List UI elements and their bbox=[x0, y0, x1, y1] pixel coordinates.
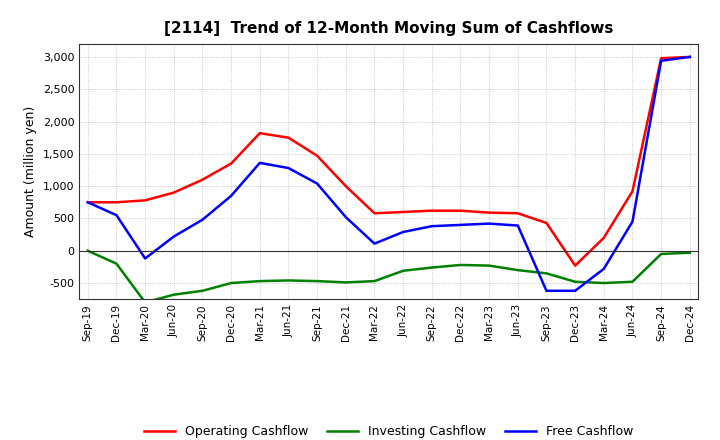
Investing Cashflow bbox=[256, 279, 264, 284]
Free Cashflow bbox=[284, 165, 293, 171]
Investing Cashflow bbox=[685, 250, 694, 255]
Free Cashflow bbox=[513, 223, 522, 228]
Investing Cashflow bbox=[600, 280, 608, 286]
Investing Cashflow bbox=[456, 262, 465, 268]
Free Cashflow bbox=[370, 241, 379, 246]
Free Cashflow bbox=[485, 221, 493, 226]
Investing Cashflow bbox=[84, 248, 92, 253]
Investing Cashflow bbox=[141, 300, 150, 305]
Investing Cashflow bbox=[542, 271, 551, 276]
Operating Cashflow bbox=[456, 208, 465, 213]
Investing Cashflow bbox=[485, 263, 493, 268]
Y-axis label: Amount (million yen): Amount (million yen) bbox=[24, 106, 37, 237]
Operating Cashflow bbox=[256, 131, 264, 136]
Operating Cashflow bbox=[169, 190, 178, 195]
Investing Cashflow bbox=[112, 261, 121, 266]
Investing Cashflow bbox=[284, 278, 293, 283]
Line: Free Cashflow: Free Cashflow bbox=[88, 57, 690, 291]
Line: Operating Cashflow: Operating Cashflow bbox=[88, 57, 690, 266]
Free Cashflow bbox=[685, 54, 694, 59]
Operating Cashflow bbox=[428, 208, 436, 213]
Operating Cashflow bbox=[685, 54, 694, 59]
Free Cashflow bbox=[112, 213, 121, 218]
Free Cashflow bbox=[141, 256, 150, 261]
Operating Cashflow bbox=[571, 263, 580, 268]
Operating Cashflow bbox=[112, 200, 121, 205]
Operating Cashflow bbox=[312, 153, 321, 158]
Line: Investing Cashflow: Investing Cashflow bbox=[88, 251, 690, 302]
Investing Cashflow bbox=[513, 268, 522, 273]
Title: [2114]  Trend of 12-Month Moving Sum of Cashflows: [2114] Trend of 12-Month Moving Sum of C… bbox=[164, 21, 613, 36]
Operating Cashflow bbox=[485, 210, 493, 215]
Free Cashflow bbox=[198, 217, 207, 222]
Operating Cashflow bbox=[227, 161, 235, 166]
Free Cashflow bbox=[657, 58, 665, 63]
Free Cashflow bbox=[84, 200, 92, 205]
Operating Cashflow bbox=[370, 211, 379, 216]
Free Cashflow bbox=[256, 160, 264, 165]
Operating Cashflow bbox=[600, 235, 608, 241]
Operating Cashflow bbox=[84, 200, 92, 205]
Operating Cashflow bbox=[628, 189, 636, 194]
Operating Cashflow bbox=[284, 135, 293, 140]
Free Cashflow bbox=[571, 288, 580, 293]
Free Cashflow bbox=[169, 234, 178, 239]
Investing Cashflow bbox=[399, 268, 408, 273]
Free Cashflow bbox=[600, 266, 608, 271]
Free Cashflow bbox=[628, 219, 636, 224]
Free Cashflow bbox=[456, 222, 465, 227]
Free Cashflow bbox=[341, 215, 350, 220]
Investing Cashflow bbox=[227, 280, 235, 286]
Investing Cashflow bbox=[169, 292, 178, 297]
Operating Cashflow bbox=[513, 211, 522, 216]
Free Cashflow bbox=[428, 224, 436, 229]
Operating Cashflow bbox=[341, 183, 350, 189]
Investing Cashflow bbox=[198, 288, 207, 293]
Investing Cashflow bbox=[628, 279, 636, 284]
Free Cashflow bbox=[312, 181, 321, 186]
Investing Cashflow bbox=[657, 251, 665, 257]
Free Cashflow bbox=[227, 193, 235, 198]
Free Cashflow bbox=[399, 229, 408, 235]
Investing Cashflow bbox=[428, 265, 436, 270]
Free Cashflow bbox=[542, 288, 551, 293]
Operating Cashflow bbox=[657, 55, 665, 61]
Investing Cashflow bbox=[370, 279, 379, 284]
Operating Cashflow bbox=[141, 198, 150, 203]
Investing Cashflow bbox=[341, 280, 350, 285]
Operating Cashflow bbox=[399, 209, 408, 215]
Legend: Operating Cashflow, Investing Cashflow, Free Cashflow: Operating Cashflow, Investing Cashflow, … bbox=[139, 420, 639, 440]
Operating Cashflow bbox=[542, 220, 551, 226]
Investing Cashflow bbox=[571, 279, 580, 284]
Operating Cashflow bbox=[198, 177, 207, 182]
Investing Cashflow bbox=[312, 279, 321, 284]
